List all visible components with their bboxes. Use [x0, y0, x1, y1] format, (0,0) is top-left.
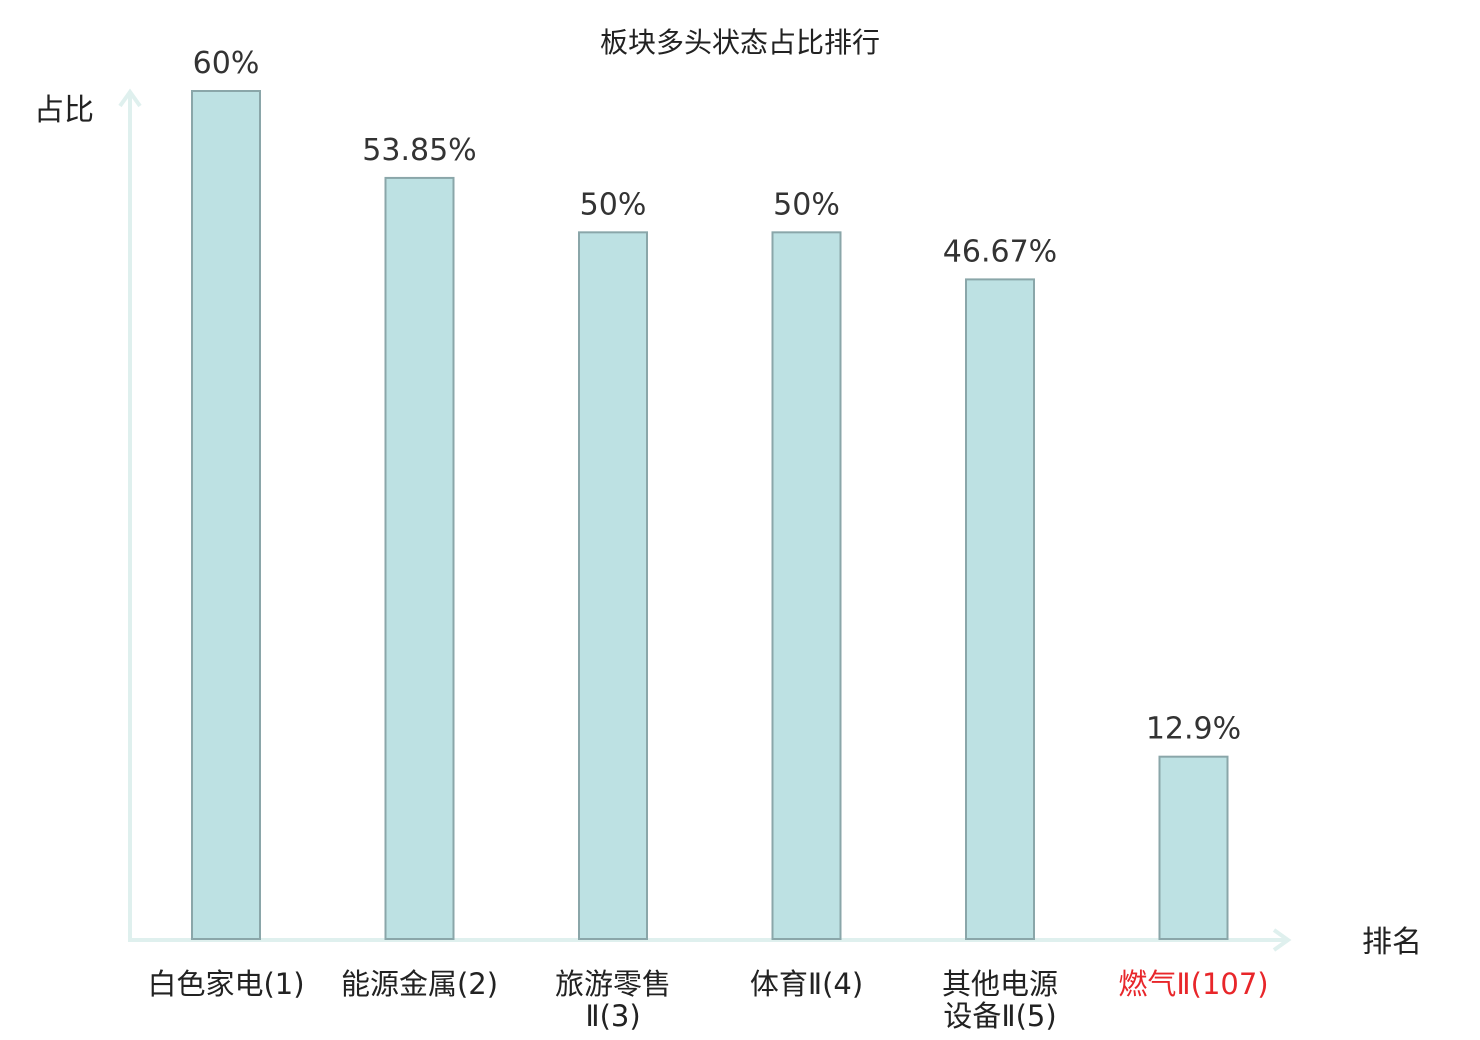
value-label-4: 50%: [773, 187, 840, 222]
y-axis-arrow-icon: [118, 88, 142, 108]
category-label-line: Ⅱ(3): [585, 999, 640, 1033]
bars-group: 60% 白色家电(1) 53.85% 能源金属(2) 50% 旅游零售 Ⅱ(3) 50% 体育Ⅱ…: [147, 46, 1268, 1033]
value-label-6: 12.9%: [1146, 712, 1241, 747]
bar-2: [384, 176, 455, 941]
category-label-line: 能源金属(2): [341, 967, 498, 1001]
category-label-4: 体育Ⅱ(4): [750, 967, 863, 1001]
category-label-line: 其他电源: [942, 967, 1058, 1001]
chart-title: 板块多头状态占比排行: [600, 26, 880, 59]
category-label-line: 设备Ⅱ(5): [943, 999, 1056, 1033]
y-axis-label: 占比: [34, 93, 94, 128]
category-label-3: 旅游零售 Ⅱ(3): [555, 967, 671, 1033]
x-axis-arrow-icon: [1272, 928, 1292, 952]
bar-5: [965, 278, 1035, 940]
bar-4: [771, 231, 842, 941]
bar-3: [578, 231, 648, 941]
value-label-1: 60%: [193, 46, 260, 81]
category-label-5: 其他电源设备Ⅱ(5): [942, 967, 1058, 1033]
value-label-2: 53.85%: [362, 133, 476, 168]
category-label-2: 能源金属(2): [341, 967, 498, 1001]
x-axis-label: 排名: [1362, 925, 1422, 960]
bar-6: [1158, 755, 1229, 940]
category-label-line: 旅游零售: [555, 967, 671, 1001]
category-label-6: 燃气Ⅱ(107): [1118, 967, 1268, 1001]
category-label-line: 白色家电(1): [147, 967, 304, 1001]
category-label-line: 体育Ⅱ(4): [750, 967, 863, 1001]
bar-1: [191, 90, 261, 940]
value-label-3: 50%: [580, 187, 647, 222]
value-label-5: 46.67%: [943, 234, 1057, 269]
category-label-1: 白色家电(1): [147, 967, 304, 1001]
category-label-line: 燃气Ⅱ(107): [1118, 967, 1268, 1001]
